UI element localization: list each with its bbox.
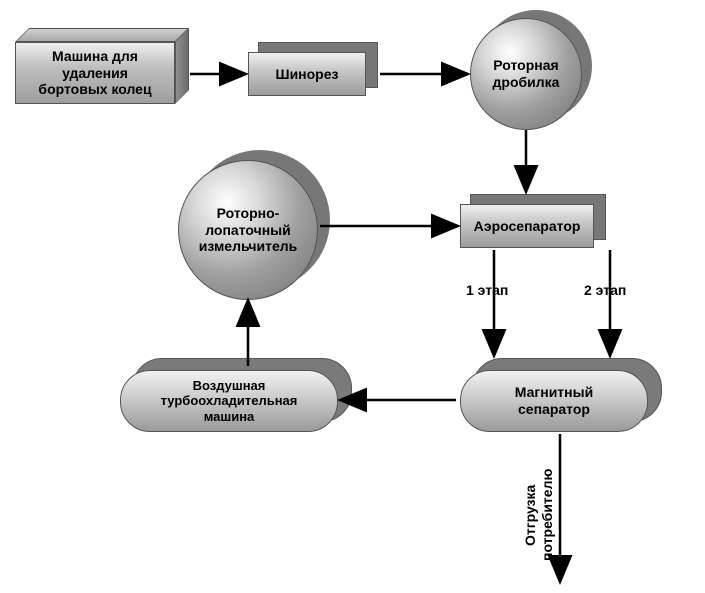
node-label: Воздушнаятурбоохладительнаямашина xyxy=(161,378,298,425)
node-label: Аэросепаратор xyxy=(474,218,581,234)
node-removal-machine: Машина дляудалениябортовых колец xyxy=(15,42,175,104)
node-aeroseparator: Аэросепаратор xyxy=(460,204,594,248)
node-label: Шинорез xyxy=(276,66,339,82)
node-rotor-grinder: Роторно-лопаточныйизмельчитель xyxy=(178,160,318,300)
node-rotor-crusher: Роторнаядробилка xyxy=(470,18,582,130)
label-stage1: 1 этап xyxy=(466,282,508,298)
node-label: Роторнаядробилка xyxy=(493,57,560,91)
node-tire-cutter: Шинорез xyxy=(248,52,366,96)
node-label: Роторно-лопаточныйизмельчитель xyxy=(199,205,298,255)
node-label: Машина дляудалениябортовых колец xyxy=(38,48,151,98)
label-stage2: 2 этап xyxy=(584,282,626,298)
node-magnetic-separator: Магнитныйсепаратор xyxy=(460,370,648,432)
node-air-cooler: Воздушнаятурбоохладительнаямашина xyxy=(120,370,338,432)
label-shipment: Отгрузкапотребителю xyxy=(522,452,556,578)
flowchart-canvas: { "diagram": { "type": "flowchart", "bac… xyxy=(0,0,705,593)
node-label: Магнитныйсепаратор xyxy=(515,384,593,418)
